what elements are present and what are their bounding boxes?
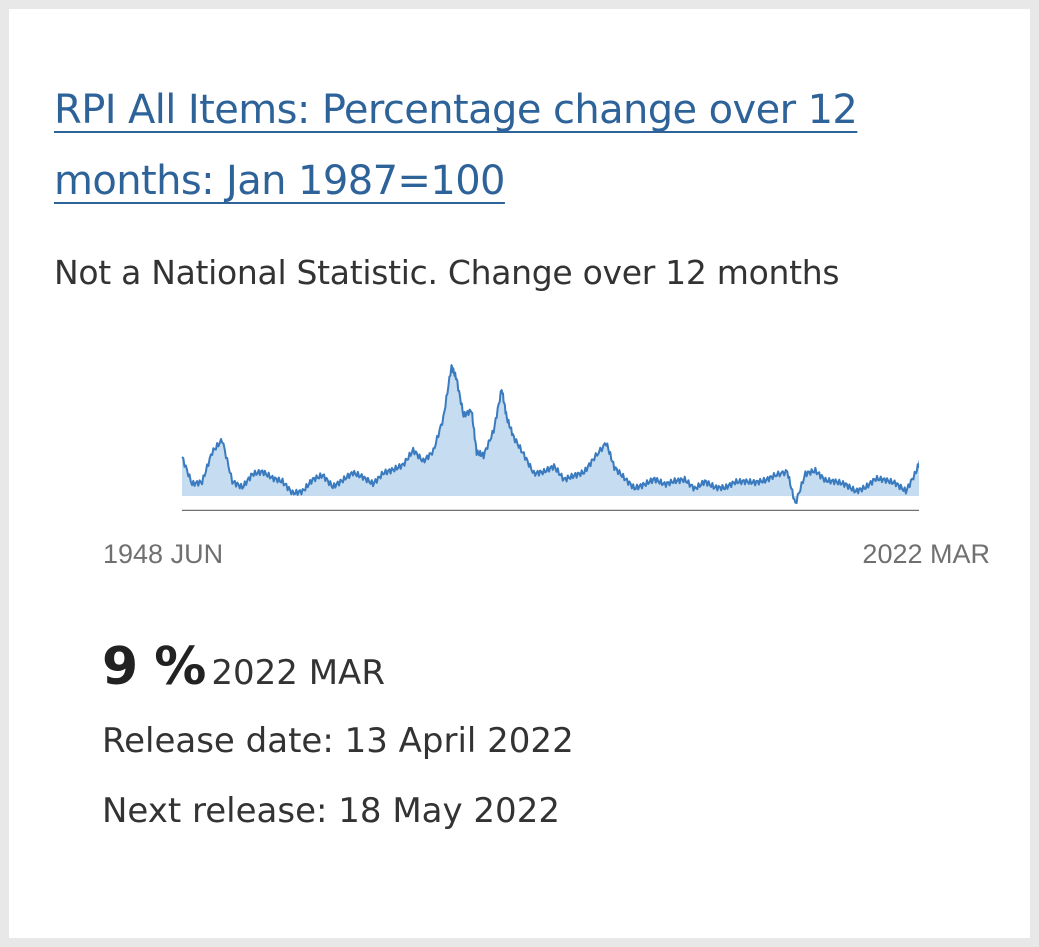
latest-figure: 9 % 2022 MAR: [102, 637, 385, 697]
next-release-date: Next release: 18 May 2022: [102, 791, 560, 831]
timeseries-card: RPI All Items: Percentage change over 12…: [9, 9, 1030, 938]
latest-period: 2022 MAR: [211, 653, 385, 693]
sparkline-chart: [181, 364, 919, 511]
latest-value: 9 %: [102, 637, 206, 697]
release-date: Release date: 13 April 2022: [102, 721, 574, 761]
sparkline-end-label: 2022 MAR: [862, 539, 990, 569]
series-subtitle: Not a National Statistic. Change over 12…: [54, 253, 840, 292]
sparkline-line: [181, 364, 919, 505]
sparkline-area: [182, 365, 919, 504]
sparkline-start-label: 1948 JUN: [103, 539, 224, 569]
series-title-link[interactable]: RPI All Items: Percentage change over 12…: [54, 87, 858, 205]
